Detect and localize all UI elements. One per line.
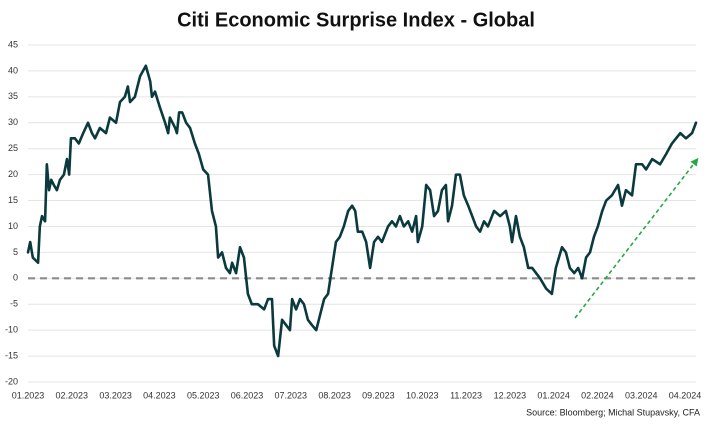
y-tick-label: 40 <box>8 65 18 75</box>
plot <box>26 64 698 358</box>
x-tick-label: 03.2024 <box>625 390 658 400</box>
x-tick-label: 02.2023 <box>56 390 89 400</box>
y-tick-label: 5 <box>13 247 18 257</box>
y-tick-label: 30 <box>8 117 18 127</box>
y-tick-label: -20 <box>5 376 18 386</box>
x-tick-label: 07.2023 <box>275 390 308 400</box>
chart-title: Citi Economic Surprise Index - Global <box>177 9 535 31</box>
x-tick-label: 09.2023 <box>362 390 395 400</box>
x-tick-label: 03.2023 <box>99 390 132 400</box>
x-tick-label: 01.2023 <box>12 390 45 400</box>
x-tick-label: 12.2023 <box>494 390 527 400</box>
y-tick-label: -5 <box>10 299 18 309</box>
grid: -20 -15 -10 -5 0 5 10 15 20 25 30 35 40 45 01.2023 02.2… <box>5 39 701 400</box>
x-tick-label: 08.2023 <box>318 390 351 400</box>
series-line <box>26 64 698 358</box>
y-tick-label: -10 <box>5 325 18 335</box>
y-tick-label: 45 <box>8 39 18 49</box>
x-tick-label: 10.2023 <box>406 390 439 400</box>
y-tick-label: -15 <box>5 350 18 360</box>
x-tick-label: 05.2023 <box>187 390 220 400</box>
y-tick-label: 25 <box>8 143 18 153</box>
x-tick-label: 01.2024 <box>537 390 570 400</box>
source-note: Source: Bloomberg; Michal Stupavsky, CFA <box>526 407 700 417</box>
trend-arrow <box>574 157 699 319</box>
y-tick-label: 35 <box>8 91 18 101</box>
y-tick-label: 0 <box>13 273 18 283</box>
x-tick-label: 04.2024 <box>669 390 702 400</box>
y-tick-label: 10 <box>8 221 18 231</box>
y-tick-label: 15 <box>8 195 18 205</box>
x-tick-label: 02.2024 <box>581 390 614 400</box>
y-tick-label: 20 <box>8 169 18 179</box>
x-tick-label: 04.2023 <box>143 390 176 400</box>
x-tick-label: 06.2023 <box>231 390 264 400</box>
x-tick-label: 11.2023 <box>450 390 482 400</box>
